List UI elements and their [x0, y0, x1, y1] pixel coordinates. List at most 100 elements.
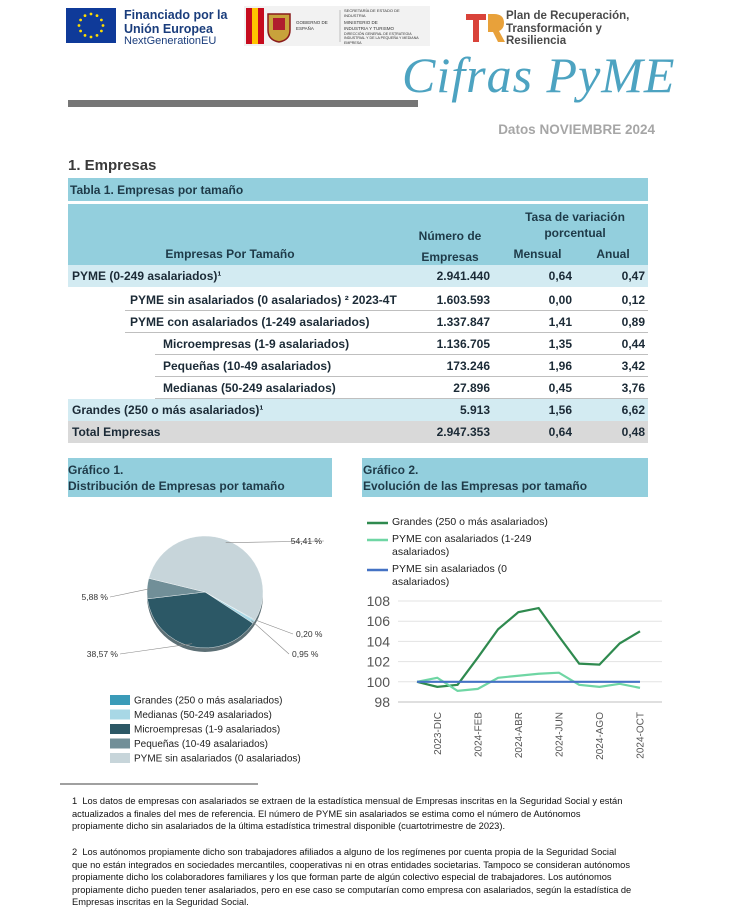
row-value: 1.136.705: [436, 337, 490, 351]
pie-value-label: 54,41 %: [291, 536, 323, 546]
table-row-rule: [155, 398, 648, 399]
table-header-cell: Tasa de variación porcentual: [525, 210, 625, 240]
legend-swatch: [110, 724, 130, 734]
row-value: 0,00: [548, 293, 572, 307]
y-tick-label: 100: [367, 674, 391, 690]
y-tick-label: 104: [367, 633, 391, 649]
legend-label: PYME sin asalariados (0 asalariados): [392, 563, 507, 588]
chart-label: Gráfico 2.: [363, 463, 419, 477]
eu-program: NextGenerationEU: [124, 35, 217, 47]
row-label: PYME con asalariados (1-249 asalariados): [130, 315, 370, 329]
footnote: 2 Los autónomos propiamente dicho son tr…: [72, 846, 632, 909]
table-header-cell: Empresas Por Tamaño: [165, 247, 295, 261]
pie-value-label: 0,20 %: [296, 629, 323, 639]
legend-label: Medianas (50-249 asalariados): [134, 710, 272, 721]
row-value: 0,44: [621, 337, 645, 351]
pie-leader: [109, 588, 151, 598]
x-tick-label: 2024-AGO: [595, 712, 606, 760]
x-tick-label: 2024-ABR: [514, 712, 525, 758]
table-row-rule: [155, 354, 648, 355]
row-value: 0,89: [621, 315, 645, 329]
x-tick-label: 2024-OCT: [636, 712, 647, 759]
chart-header-box: [362, 458, 648, 497]
pie-slice: [148, 535, 264, 621]
table-row-bg: [68, 399, 648, 421]
footnote-text: Los datos de empresas con asalariados se…: [72, 796, 623, 832]
legend-label: Microempresas (1-9 asalariados): [134, 725, 280, 736]
row-label: Grandes (250 o más asalariados)¹: [72, 403, 264, 417]
footnote-text: Los autónomos propiamente dicho son trab…: [72, 847, 632, 908]
row-value: 0,45: [548, 381, 572, 395]
eu-stars: [77, 12, 105, 39]
row-value: 3,76: [621, 381, 645, 395]
eu-funding: Financiado por la Unión Europea: [124, 8, 228, 36]
legend-label: PYME con asalariados (1-249 asalariados): [392, 533, 532, 558]
row-value: 1,56: [548, 403, 572, 417]
plan-logo-r: [488, 14, 505, 42]
row-value: 1.603.593: [436, 293, 490, 307]
doc-subtitle: Datos NOVIEMBRE 2024: [498, 122, 655, 137]
legend-label: Grandes (250 o más asalariados): [134, 696, 282, 707]
row-value: 27.896: [453, 381, 490, 395]
table-title-bar: [68, 178, 648, 201]
row-value: 0,64: [548, 269, 572, 283]
table-header: [68, 204, 648, 265]
table-row-rule: [125, 332, 648, 333]
table-row-rule: [125, 310, 648, 311]
row-label: Total Empresas: [72, 425, 161, 439]
y-tick-label: 102: [367, 654, 391, 670]
table-row-rule: [155, 376, 648, 377]
row-label: Medianas (50-249 asalariados): [163, 381, 336, 395]
legend-swatch: [110, 738, 130, 749]
footnote-number: 2: [72, 847, 78, 857]
row-label: PYME sin asalariados (0 asalariados) ² 2…: [130, 293, 397, 307]
chart-label: Gráfico 1.: [68, 463, 124, 477]
chart-title: Distribución de Empresas por tamaño: [68, 479, 285, 493]
plan-logo-t: [466, 14, 486, 42]
row-value: 0,48: [621, 425, 645, 439]
row-value: 1,96: [548, 359, 572, 373]
row-value: 173.246: [446, 359, 490, 373]
gov-stripe: [258, 8, 264, 44]
row-value: 1.337.847: [436, 315, 490, 329]
x-tick-label: 2024-JUN: [554, 712, 565, 757]
gov-direccion: DIRECCIÓN GENERAL DE ESTRATEGIA INDUSTRI…: [344, 32, 419, 45]
legend-label: Grandes (250 o más asalariados): [392, 516, 548, 528]
gov-stripe: [252, 8, 258, 44]
pie-leader: [119, 643, 193, 655]
row-label: Pequeñas (10-49 asalariados): [163, 359, 332, 373]
table-header-cell: Anual: [596, 247, 630, 261]
section-title: 1. Empresas: [68, 157, 157, 174]
y-tick-label: 98: [374, 694, 390, 710]
chart-title: Evolución de las Empresas por tamaño: [363, 479, 588, 493]
doc-title: Cifras PyME: [402, 47, 676, 103]
row-value: 1,35: [548, 337, 572, 351]
row-value: 0,12: [621, 293, 645, 307]
x-tick-label: 2024-FEB: [473, 712, 484, 757]
pie-leader: [225, 540, 325, 543]
pie-value-label: 5,88 %: [82, 592, 109, 602]
table-title: Tabla 1. Empresas por tamaño: [70, 183, 244, 197]
legend-label: PYME sin asalariados (0 asalariados): [134, 754, 301, 765]
row-value: 2.947.353: [436, 425, 490, 439]
row-label: Microempresas (1-9 asalariados): [163, 337, 350, 351]
row-value: 0,64: [548, 425, 572, 439]
row-value: 2.941.440: [436, 269, 490, 283]
row-label: PYME (0-249 asalariados)¹: [72, 269, 222, 283]
gov-shield-detail: [273, 18, 285, 30]
title-bar: [68, 100, 418, 107]
table-header-cell: Número de Empresas: [418, 229, 482, 264]
gov-ministerio: MINISTERIO DE INDUSTRIA Y TURISMO: [344, 20, 395, 31]
table-row-bg: [68, 265, 648, 287]
legend-label: Pequeñas (10-49 asalariados): [134, 739, 268, 750]
footnote: 1 Los datos de empresas con asalariados …: [72, 795, 632, 833]
plan-name: Plan de Recuperación, Transformación y R…: [506, 10, 630, 47]
y-tick-label: 108: [367, 593, 391, 609]
legend-swatch: [110, 695, 130, 705]
pie-value-label: 38,57 %: [87, 649, 119, 659]
pie-value-label: 0,95 %: [292, 649, 319, 659]
table-header-cell: Mensual: [513, 247, 562, 261]
gov-gobierno: GOBIERNO DE ESPAÑA: [296, 20, 328, 31]
x-tick-label: 2023-DIC: [433, 712, 444, 755]
